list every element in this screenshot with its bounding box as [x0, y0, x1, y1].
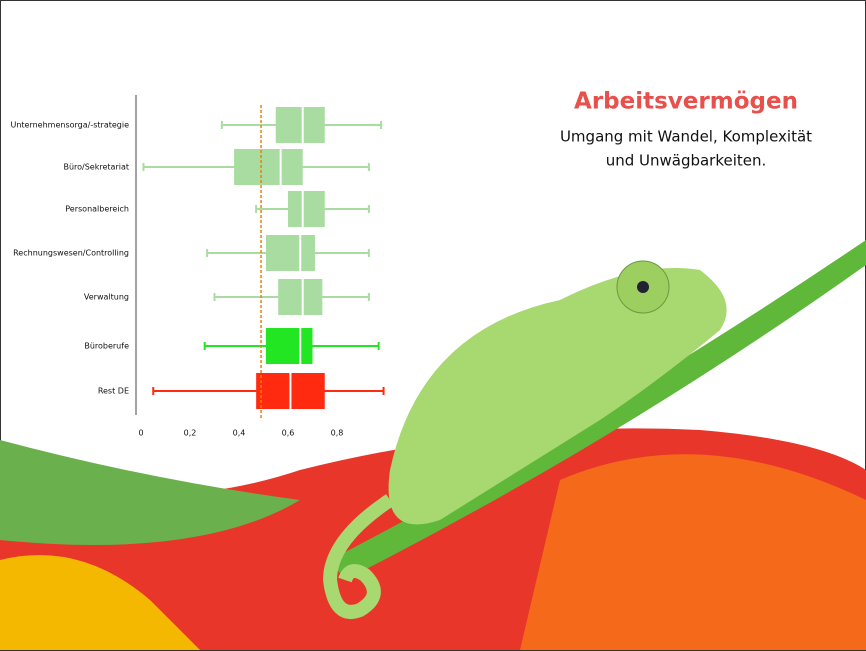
category-label: Büroberufe — [84, 342, 129, 351]
x-tick-label: 0,6 — [282, 429, 295, 438]
title: Arbeitsvermögen — [574, 89, 798, 115]
category-label: Unternehmensorga/-strategie — [10, 121, 129, 130]
petals-orange — [520, 454, 866, 650]
category-label: Personalbereich — [65, 205, 129, 214]
box — [266, 235, 315, 271]
box — [266, 328, 313, 364]
x-tick-label: 0 — [138, 429, 143, 438]
subtitle: Umgang mit Wandel, Komplexität — [560, 128, 812, 146]
subtitle: und Unwägbarkeiten. — [606, 152, 767, 170]
box — [276, 107, 325, 143]
slide: Arbeitsvermögen Umgang mit Wandel, Kompl… — [0, 0, 866, 651]
category-label: Büro/Sekretariat — [63, 163, 129, 172]
chameleon-pupil — [637, 281, 649, 293]
category-label: Rechnungswesen/Controlling — [13, 249, 129, 258]
category-label: Rest DE — [98, 387, 129, 396]
x-tick-label: 0,2 — [184, 429, 197, 438]
category-label: Verwaltung — [84, 293, 129, 302]
box — [288, 191, 325, 227]
box — [234, 149, 303, 185]
x-tick-label: 0,8 — [331, 429, 344, 438]
box — [278, 279, 322, 315]
x-tick-label: 0,4 — [233, 429, 246, 438]
